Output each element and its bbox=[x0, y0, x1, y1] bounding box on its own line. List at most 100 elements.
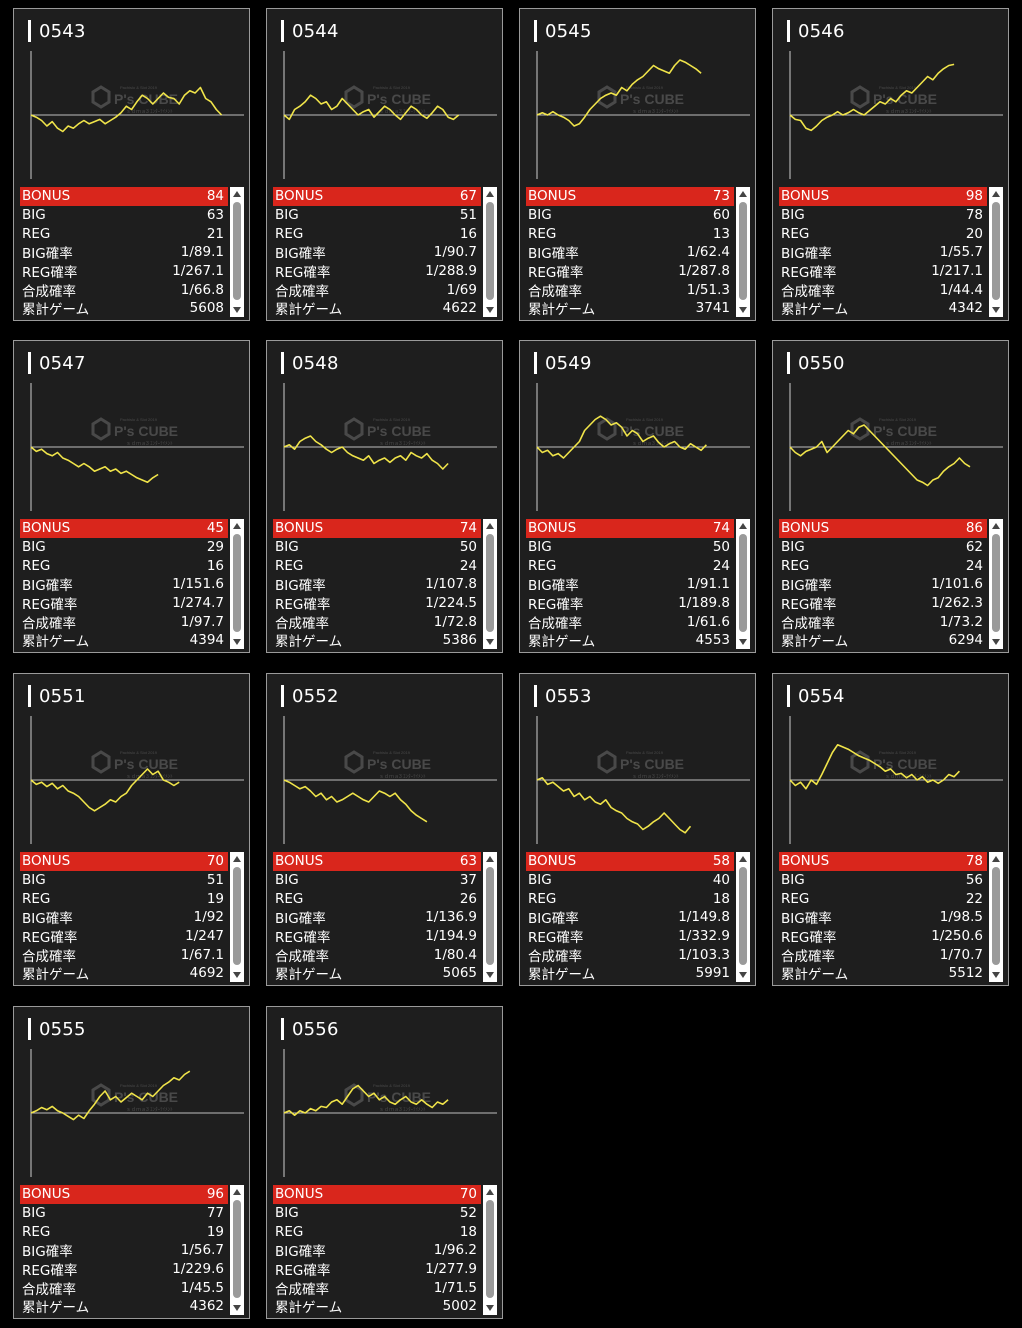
stats-scrollbar[interactable] bbox=[230, 852, 244, 982]
scrollbar-thumb[interactable] bbox=[233, 202, 241, 300]
scroll-down-arrow-icon[interactable] bbox=[992, 639, 1000, 645]
machine-number: 0547 bbox=[39, 352, 86, 374]
stats-scrollbar[interactable] bbox=[989, 519, 1003, 649]
stats-scrollbar[interactable] bbox=[483, 852, 497, 982]
scroll-up-arrow-icon[interactable] bbox=[233, 191, 241, 197]
scroll-up-arrow-icon[interactable] bbox=[739, 856, 747, 862]
machine-card[interactable]: 0549 P's CUBE ｓｄｍａ3 ｴﾝﾀｰﾃｲﾒﾝﾄ Pachislo & S… bbox=[519, 340, 756, 653]
scrollbar-thumb[interactable] bbox=[992, 867, 1000, 965]
scroll-down-arrow-icon[interactable] bbox=[233, 639, 241, 645]
scroll-down-arrow-icon[interactable] bbox=[233, 307, 241, 313]
title-accent-bar bbox=[281, 352, 284, 374]
stats-scrollbar[interactable] bbox=[230, 187, 244, 317]
reg-prob-value: 1/267.1 bbox=[172, 263, 224, 280]
scroll-up-arrow-icon[interactable] bbox=[486, 856, 494, 862]
scroll-down-arrow-icon[interactable] bbox=[486, 307, 494, 313]
stats-scrollbar[interactable] bbox=[989, 852, 1003, 982]
stats-scrollbar[interactable] bbox=[483, 1185, 497, 1315]
scroll-up-arrow-icon[interactable] bbox=[739, 523, 747, 529]
trend-graph: P's CUBE ｓｄｍａ3 ｴﾝﾀｰﾃｲﾒﾝﾄ Pachislo & Slot 2… bbox=[536, 51, 750, 179]
reg-prob-value: 1/224.5 bbox=[425, 595, 477, 612]
stats-scrollbar[interactable] bbox=[736, 187, 750, 317]
scroll-down-arrow-icon[interactable] bbox=[739, 972, 747, 978]
scroll-up-arrow-icon[interactable] bbox=[992, 856, 1000, 862]
scroll-up-arrow-icon[interactable] bbox=[486, 191, 494, 197]
stats-scrollbar[interactable] bbox=[230, 1185, 244, 1315]
machine-card[interactable]: 0546 P's CUBE ｓｄｍａ3 ｴﾝﾀｰﾃｲﾒﾝﾄ Pachislo & S… bbox=[772, 8, 1009, 321]
machine-card[interactable]: 0550 P's CUBE ｓｄｍａ3 ｴﾝﾀｰﾃｲﾒﾝﾄ Pachislo & S… bbox=[772, 340, 1009, 653]
scrollbar-thumb[interactable] bbox=[233, 1200, 241, 1298]
big-prob-value: 1/149.8 bbox=[678, 909, 730, 926]
scroll-up-arrow-icon[interactable] bbox=[486, 523, 494, 529]
scrollbar-thumb[interactable] bbox=[739, 202, 747, 300]
scroll-down-arrow-icon[interactable] bbox=[486, 972, 494, 978]
scroll-up-arrow-icon[interactable] bbox=[233, 1189, 241, 1195]
scroll-down-arrow-icon[interactable] bbox=[486, 639, 494, 645]
stats-scrollbar[interactable] bbox=[483, 187, 497, 317]
machine-card[interactable]: 0545 P's CUBE ｓｄｍａ3 ｴﾝﾀｰﾃｲﾒﾝﾄ Pachislo & S… bbox=[519, 8, 756, 321]
scroll-down-arrow-icon[interactable] bbox=[233, 1305, 241, 1311]
trend-line bbox=[789, 63, 955, 132]
stats-scrollbar[interactable] bbox=[483, 519, 497, 649]
scrollbar-thumb[interactable] bbox=[486, 1200, 494, 1298]
stats-scrollbar[interactable] bbox=[736, 852, 750, 982]
scroll-up-arrow-icon[interactable] bbox=[992, 191, 1000, 197]
machine-card[interactable]: 0552 P's CUBE ｓｄｍａ3 ｴﾝﾀｰﾃｲﾒﾝﾄ Pachislo & S… bbox=[266, 673, 503, 986]
scroll-down-arrow-icon[interactable] bbox=[486, 1305, 494, 1311]
scroll-up-arrow-icon[interactable] bbox=[233, 523, 241, 529]
big-prob-value: 1/151.6 bbox=[172, 576, 224, 593]
stats-scrollbar[interactable] bbox=[230, 519, 244, 649]
machine-card[interactable]: 0543 P's CUBE ｓｄｍａ3 ｴﾝﾀｰﾃｲﾒﾝﾄ Pachislo & S… bbox=[13, 8, 250, 321]
scrollbar-thumb[interactable] bbox=[486, 202, 494, 300]
bonus-label: BONUS bbox=[22, 1186, 71, 1203]
reg-prob-value: 1/229.6 bbox=[172, 1261, 224, 1278]
scrollbar-thumb[interactable] bbox=[739, 867, 747, 965]
scroll-down-arrow-icon[interactable] bbox=[233, 972, 241, 978]
scroll-down-arrow-icon[interactable] bbox=[739, 639, 747, 645]
reg-row: REG 19 bbox=[20, 1222, 228, 1241]
scrollbar-thumb[interactable] bbox=[992, 534, 1000, 632]
watermark-brand: P's CUBE bbox=[620, 423, 684, 439]
watermark-tagline: ｓｄｍａ3 ｴﾝﾀｰﾃｲﾒﾝﾄ bbox=[379, 1106, 426, 1113]
machine-card[interactable]: 0547 P's CUBE ｓｄｍａ3 ｴﾝﾀｰﾃｲﾒﾝﾄ Pachislo & S… bbox=[13, 340, 250, 653]
total-prob-value: 1/71.5 bbox=[433, 1279, 477, 1296]
stats-panel: BONUS 74 BIG 50 REG 24 BIG確率 1/91.1 REG確… bbox=[526, 519, 750, 650]
reg-prob-row: REG確率 1/224.5 bbox=[273, 594, 481, 613]
scroll-up-arrow-icon[interactable] bbox=[486, 1189, 494, 1195]
reg-label: REG bbox=[528, 225, 557, 242]
scroll-down-arrow-icon[interactable] bbox=[739, 307, 747, 313]
scrollbar-thumb[interactable] bbox=[486, 867, 494, 965]
machine-card[interactable]: 0555 P's CUBE ｓｄｍａ3 ｴﾝﾀｰﾃｲﾒﾝﾄ Pachislo & S… bbox=[13, 1006, 250, 1319]
scroll-up-arrow-icon[interactable] bbox=[739, 191, 747, 197]
big-value: 56 bbox=[965, 872, 983, 889]
big-row: BIG 77 bbox=[20, 1204, 228, 1223]
scrollbar-thumb[interactable] bbox=[739, 534, 747, 632]
scroll-down-arrow-icon[interactable] bbox=[992, 972, 1000, 978]
reg-prob-value: 1/288.9 bbox=[425, 263, 477, 280]
stats-scrollbar[interactable] bbox=[736, 519, 750, 649]
machine-card[interactable]: 0544 P's CUBE ｓｄｍａ3 ｴﾝﾀｰﾃｲﾒﾝﾄ Pachislo & S… bbox=[266, 8, 503, 321]
scrollbar-thumb[interactable] bbox=[233, 534, 241, 632]
machine-card[interactable]: 0551 P's CUBE ｓｄｍａ3 ｴﾝﾀｰﾃｲﾒﾝﾄ Pachislo & S… bbox=[13, 673, 250, 986]
reg-prob-row: REG確率 1/189.8 bbox=[526, 594, 734, 613]
reg-prob-value: 1/247 bbox=[185, 928, 224, 945]
scroll-up-arrow-icon[interactable] bbox=[992, 523, 1000, 529]
scrollbar-thumb[interactable] bbox=[992, 202, 1000, 300]
stats-table: BONUS 86 BIG 62 REG 24 BIG確率 1/101.6 REG… bbox=[779, 519, 987, 650]
machine-card[interactable]: 0548 P's CUBE ｓｄｍａ3 ｴﾝﾀｰﾃｲﾒﾝﾄ Pachislo & S… bbox=[266, 340, 503, 653]
scrollbar-thumb[interactable] bbox=[233, 867, 241, 965]
machine-card[interactable]: 0553 P's CUBE ｓｄｍａ3 ｴﾝﾀｰﾃｲﾒﾝﾄ Pachislo & S… bbox=[519, 673, 756, 986]
reg-prob-label: REG確率 bbox=[22, 930, 78, 947]
reg-prob-label: REG確率 bbox=[22, 597, 78, 614]
machine-card[interactable]: 0554 P's CUBE ｓｄｍａ3 ｴﾝﾀｰﾃｲﾒﾝﾄ Pachislo & S… bbox=[772, 673, 1009, 986]
total-prob-row: 合成確率 1/45.5 bbox=[20, 1278, 228, 1298]
scroll-down-arrow-icon[interactable] bbox=[992, 307, 1000, 313]
scroll-up-arrow-icon[interactable] bbox=[233, 856, 241, 862]
scrollbar-thumb[interactable] bbox=[486, 534, 494, 632]
games-label: 累計ゲーム bbox=[22, 634, 90, 651]
stats-scrollbar[interactable] bbox=[989, 187, 1003, 317]
machine-card[interactable]: 0556 P's CUBE ｓｄｍａ3 ｴﾝﾀｰﾃｲﾒﾝﾄ Pachislo & S… bbox=[266, 1006, 503, 1319]
